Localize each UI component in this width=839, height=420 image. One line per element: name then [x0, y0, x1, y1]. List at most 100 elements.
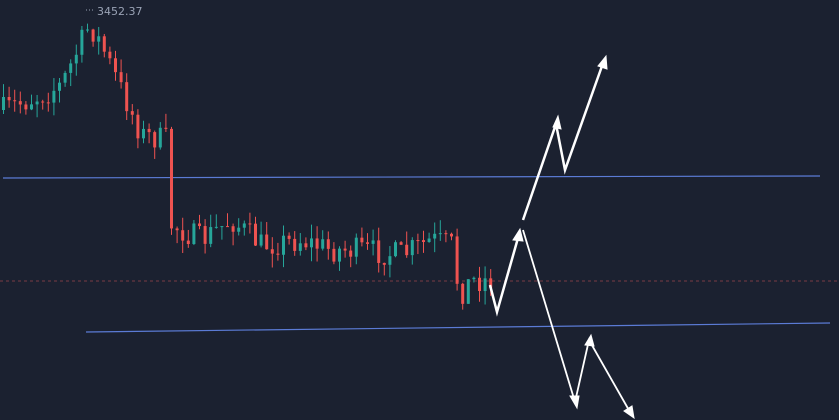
candle-body — [410, 240, 414, 256]
candle-body — [265, 234, 269, 250]
candle-body — [349, 250, 353, 257]
candle-body — [298, 243, 302, 251]
candle-body — [7, 97, 11, 101]
candle-body — [444, 233, 448, 235]
up-leg-2 — [521, 65, 604, 221]
candle-body — [455, 236, 459, 284]
candle-body — [360, 237, 364, 243]
candle-body — [130, 111, 134, 115]
forecast-up — [488, 54, 608, 317]
candle-body — [30, 104, 33, 110]
candle-body — [310, 238, 313, 248]
candle-body — [170, 128, 173, 229]
candle-body — [282, 235, 285, 255]
arrowhead — [512, 227, 524, 242]
candle-body — [237, 227, 241, 232]
candle-body — [270, 249, 274, 254]
candle-body — [63, 72, 67, 83]
candle-body — [489, 278, 493, 288]
candle-body — [326, 239, 330, 249]
candle-body — [287, 235, 291, 239]
candle-body — [153, 132, 157, 148]
candle-body — [18, 101, 22, 105]
candle-body — [293, 238, 297, 251]
candle-body — [24, 104, 28, 110]
arrowhead — [569, 395, 580, 410]
candle-body — [315, 238, 319, 249]
candle-body — [86, 29, 89, 31]
candle-body — [198, 223, 201, 227]
candle-body — [438, 233, 442, 235]
candle-body — [388, 256, 392, 265]
arrowhead — [623, 405, 635, 420]
candle-body — [433, 233, 437, 239]
candle-body — [259, 234, 263, 246]
candle-body — [175, 228, 179, 231]
candle-body — [382, 262, 386, 265]
candle-body — [304, 243, 308, 248]
candle-body — [46, 102, 50, 104]
candle-body — [97, 36, 101, 42]
candle-body — [416, 240, 420, 242]
candle-body — [125, 82, 129, 112]
candle-body — [450, 233, 453, 237]
candle-body — [13, 100, 17, 102]
candle-body — [108, 51, 112, 59]
candle-body — [242, 223, 246, 228]
candle-body — [461, 283, 465, 304]
candle-body — [158, 127, 162, 148]
candle-body — [142, 128, 145, 139]
candle-body — [254, 223, 257, 246]
candle-body — [52, 90, 56, 103]
candle-body — [321, 239, 325, 249]
candle-body — [203, 226, 207, 244]
candle-body — [220, 226, 224, 228]
candle-body — [472, 277, 476, 280]
candle-body — [338, 248, 341, 262]
candle-body — [69, 63, 73, 73]
candle-body — [343, 248, 347, 251]
high-price-label: 3452.37 — [97, 5, 143, 18]
candle-body — [136, 114, 140, 139]
candle-body — [422, 240, 425, 242]
candle-body — [80, 29, 84, 55]
arrowhead — [597, 54, 608, 70]
candle-body — [394, 242, 397, 257]
candle-body — [399, 242, 403, 245]
candle-body — [214, 226, 218, 228]
candle-body — [181, 230, 185, 241]
arrowhead — [584, 333, 595, 347]
candle-body — [371, 240, 375, 244]
candle-body — [102, 36, 106, 52]
candle-body — [41, 101, 45, 103]
candle-body — [483, 278, 487, 292]
candle-body — [2, 97, 5, 110]
resistance-line — [2, 175, 821, 179]
candle-body — [226, 226, 229, 228]
candle-body — [164, 127, 168, 129]
candle-body — [35, 101, 39, 105]
candle-body — [186, 240, 190, 245]
candle-body — [248, 223, 252, 225]
candle-body — [119, 72, 123, 83]
candle-body — [405, 244, 409, 256]
candle-body — [332, 248, 336, 262]
arrowhead — [552, 114, 562, 130]
down-legs — [522, 229, 631, 413]
candle-body — [231, 226, 235, 232]
support-line — [85, 322, 831, 333]
candle-body — [147, 128, 151, 133]
candle-body — [74, 54, 78, 64]
candle-body — [276, 253, 280, 255]
candle-body — [427, 238, 431, 242]
candle-body — [354, 237, 358, 257]
candle-body — [58, 82, 61, 91]
candle-body — [366, 242, 369, 244]
candle-body — [114, 58, 117, 73]
candle-body — [377, 240, 381, 263]
forecast-down — [522, 229, 635, 420]
candle-body — [478, 277, 481, 292]
candle-body — [466, 279, 470, 304]
